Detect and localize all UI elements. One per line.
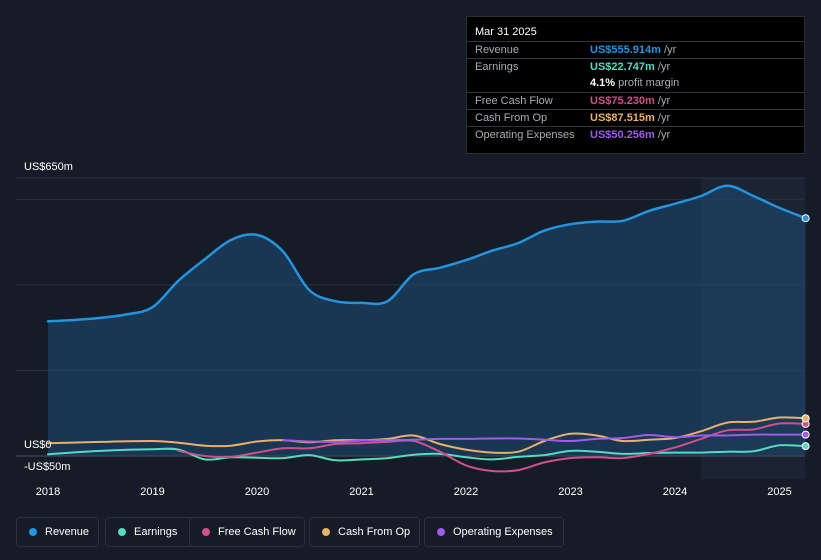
y-tick-label: US$0 (24, 439, 52, 451)
legend-item-operating-expenses[interactable]: Operating Expenses (424, 517, 564, 547)
tooltip-date: Mar 31 2025 (475, 26, 537, 38)
tooltip-value: US$50.256m /yr (590, 129, 671, 141)
revenue-end-marker (801, 214, 810, 223)
y-tick-label: -US$50m (24, 461, 70, 473)
legend-label: Earnings (134, 526, 178, 538)
x-tick-label: 2020 (245, 486, 269, 498)
legend-item-revenue[interactable]: Revenue (16, 517, 99, 547)
tooltip-label: Operating Expenses (475, 129, 575, 141)
legend-label: Cash From Op (338, 526, 411, 538)
x-tick-label: 2023 (558, 486, 582, 498)
tooltip-value: US$75.230m /yr (590, 95, 671, 107)
legend-label: Operating Expenses (453, 526, 553, 538)
operating-expenses-dot-icon (437, 528, 445, 536)
tooltip-row-earnings: Earnings US$22.747m /yr (467, 58, 804, 76)
cash-from-op-end-marker (801, 414, 810, 423)
tooltip-label: Revenue (475, 44, 520, 56)
legend-label: Revenue (45, 526, 90, 538)
x-tick-label: 2022 (454, 486, 478, 498)
operating-expenses-end-marker (801, 430, 810, 439)
cash-from-op-dot-icon (322, 528, 330, 536)
earnings-end-marker (801, 442, 810, 451)
tooltip-label: Cash From Op (475, 112, 548, 124)
legend-item-earnings[interactable]: Earnings (105, 517, 199, 547)
tooltip-label: Free Cash Flow (475, 95, 553, 107)
earnings-line (47, 444, 807, 462)
x-tick-label: 2018 (36, 486, 60, 498)
x-tick-label: 2019 (140, 486, 164, 498)
tooltip-row-cash-from-op: Cash From Op US$87.515m /yr (467, 109, 804, 127)
tooltip-value: US$87.515m /yr (590, 112, 671, 124)
free-cash-flow-dot-icon (202, 528, 210, 536)
legend-label: Free Cash Flow (218, 526, 296, 538)
free-cash-flow-line (177, 422, 807, 473)
y-axis-labels: US$650m US$0 -US$50m (24, 161, 73, 473)
tooltip-value: US$22.747m /yr (590, 61, 671, 73)
tooltip-label: Earnings (475, 61, 519, 73)
tooltip-row-profit-margin: 4.1% profit margin (467, 75, 804, 92)
x-tick-label: 2025 (767, 486, 791, 498)
tooltip-profit-margin: 4.1% profit margin (590, 77, 680, 89)
tooltip-row-revenue: Revenue US$555.914m /yr (467, 41, 804, 59)
y-tick-label: US$650m (24, 161, 73, 173)
legend-item-cash-from-op[interactable]: Cash From Op (309, 517, 420, 547)
cash-from-op-line (47, 416, 807, 454)
earnings-dot-icon (118, 528, 126, 536)
operating-expenses-line (282, 433, 807, 443)
revenue-dot-icon (29, 528, 37, 536)
revenue-area (48, 185, 806, 456)
revenue-line (46, 184, 807, 323)
tooltip-row-operating-expenses: Operating Expenses US$50.256m /yr (467, 126, 804, 144)
series-layer (46, 184, 807, 473)
tooltip-value: US$555.914m /yr (590, 44, 677, 56)
x-tick-label: 2024 (663, 486, 687, 498)
tooltip-row-free-cash-flow: Free Cash Flow US$75.230m /yr (467, 92, 804, 110)
end-markers (801, 214, 810, 451)
tooltip: Mar 31 2025 Revenue US$555.914m /yr Earn… (466, 16, 805, 154)
legend-item-free-cash-flow[interactable]: Free Cash Flow (189, 517, 305, 547)
x-tick-label: 2021 (349, 486, 373, 498)
x-axis: 2018 2019 2020 2021 2022 2023 2024 2025 (36, 486, 792, 498)
